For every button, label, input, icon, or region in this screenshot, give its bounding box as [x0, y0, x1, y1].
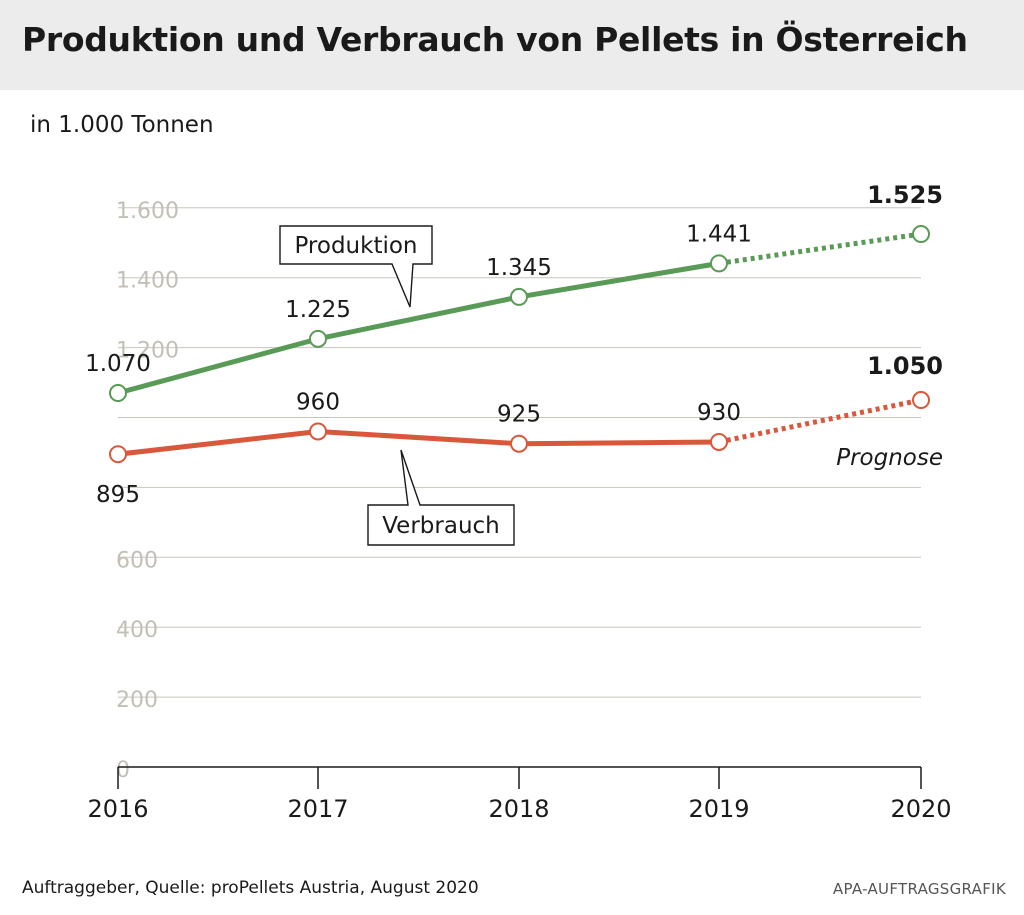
x-tick-label: 2017 — [287, 795, 348, 823]
x-tick-label: 2018 — [488, 795, 549, 823]
x-tick-label: 2019 — [688, 795, 749, 823]
callout-verbrauch — [367, 449, 515, 546]
y-tick-label: 400 — [116, 618, 158, 643]
series-line-verbrauch — [117, 428, 720, 457]
series-forecast-line-produktion — [718, 231, 922, 266]
data-point — [510, 434, 528, 453]
x-tick-label: 2016 — [87, 795, 148, 823]
header-bar — [0, 0, 1024, 90]
x-tick-label: 2020 — [890, 795, 951, 823]
data-point — [710, 254, 728, 273]
series-forecast-line-verbrauch — [718, 397, 922, 445]
data-point — [912, 225, 930, 244]
data-label: 1.050 — [867, 352, 943, 380]
data-label: 1.225 — [285, 297, 351, 323]
credit-note: APA-AUFTRAGSGRAFIK — [832, 880, 1006, 898]
unit-label: in 1.000 Tonnen — [30, 112, 214, 138]
data-label: 960 — [296, 389, 340, 415]
data-label: 1.441 — [686, 221, 752, 247]
data-label: 925 — [497, 402, 541, 428]
data-label: 1.070 — [85, 351, 151, 377]
data-point — [710, 432, 728, 451]
page-title: Produktion und Verbrauch von Pellets in … — [22, 20, 968, 59]
y-tick-label: 200 — [116, 688, 158, 713]
source-note: Auftraggeber, Quelle: proPellets Austria… — [22, 878, 479, 898]
y-tick-label: 1.200 — [116, 339, 179, 364]
callout-produktion — [279, 225, 433, 308]
data-label: 1.525 — [867, 181, 943, 209]
data-point — [109, 445, 127, 464]
data-point — [510, 287, 528, 306]
series-name-produktion: Produktion — [294, 233, 417, 259]
data-label: 1.345 — [486, 255, 552, 281]
y-tick-label: 600 — [116, 548, 158, 573]
data-label: 930 — [697, 400, 741, 426]
series-name-verbrauch: Verbrauch — [382, 513, 500, 539]
data-label: 895 — [96, 482, 140, 508]
data-point — [912, 391, 930, 410]
y-tick-label: 1.600 — [116, 199, 179, 224]
y-tick-label: 0 — [116, 758, 130, 783]
data-point — [309, 329, 327, 348]
series-line-produktion — [117, 260, 720, 396]
data-point — [109, 384, 127, 403]
y-tick-label: 1.400 — [116, 269, 179, 294]
forecast-label: Prognose — [836, 445, 943, 471]
data-point — [309, 422, 327, 441]
